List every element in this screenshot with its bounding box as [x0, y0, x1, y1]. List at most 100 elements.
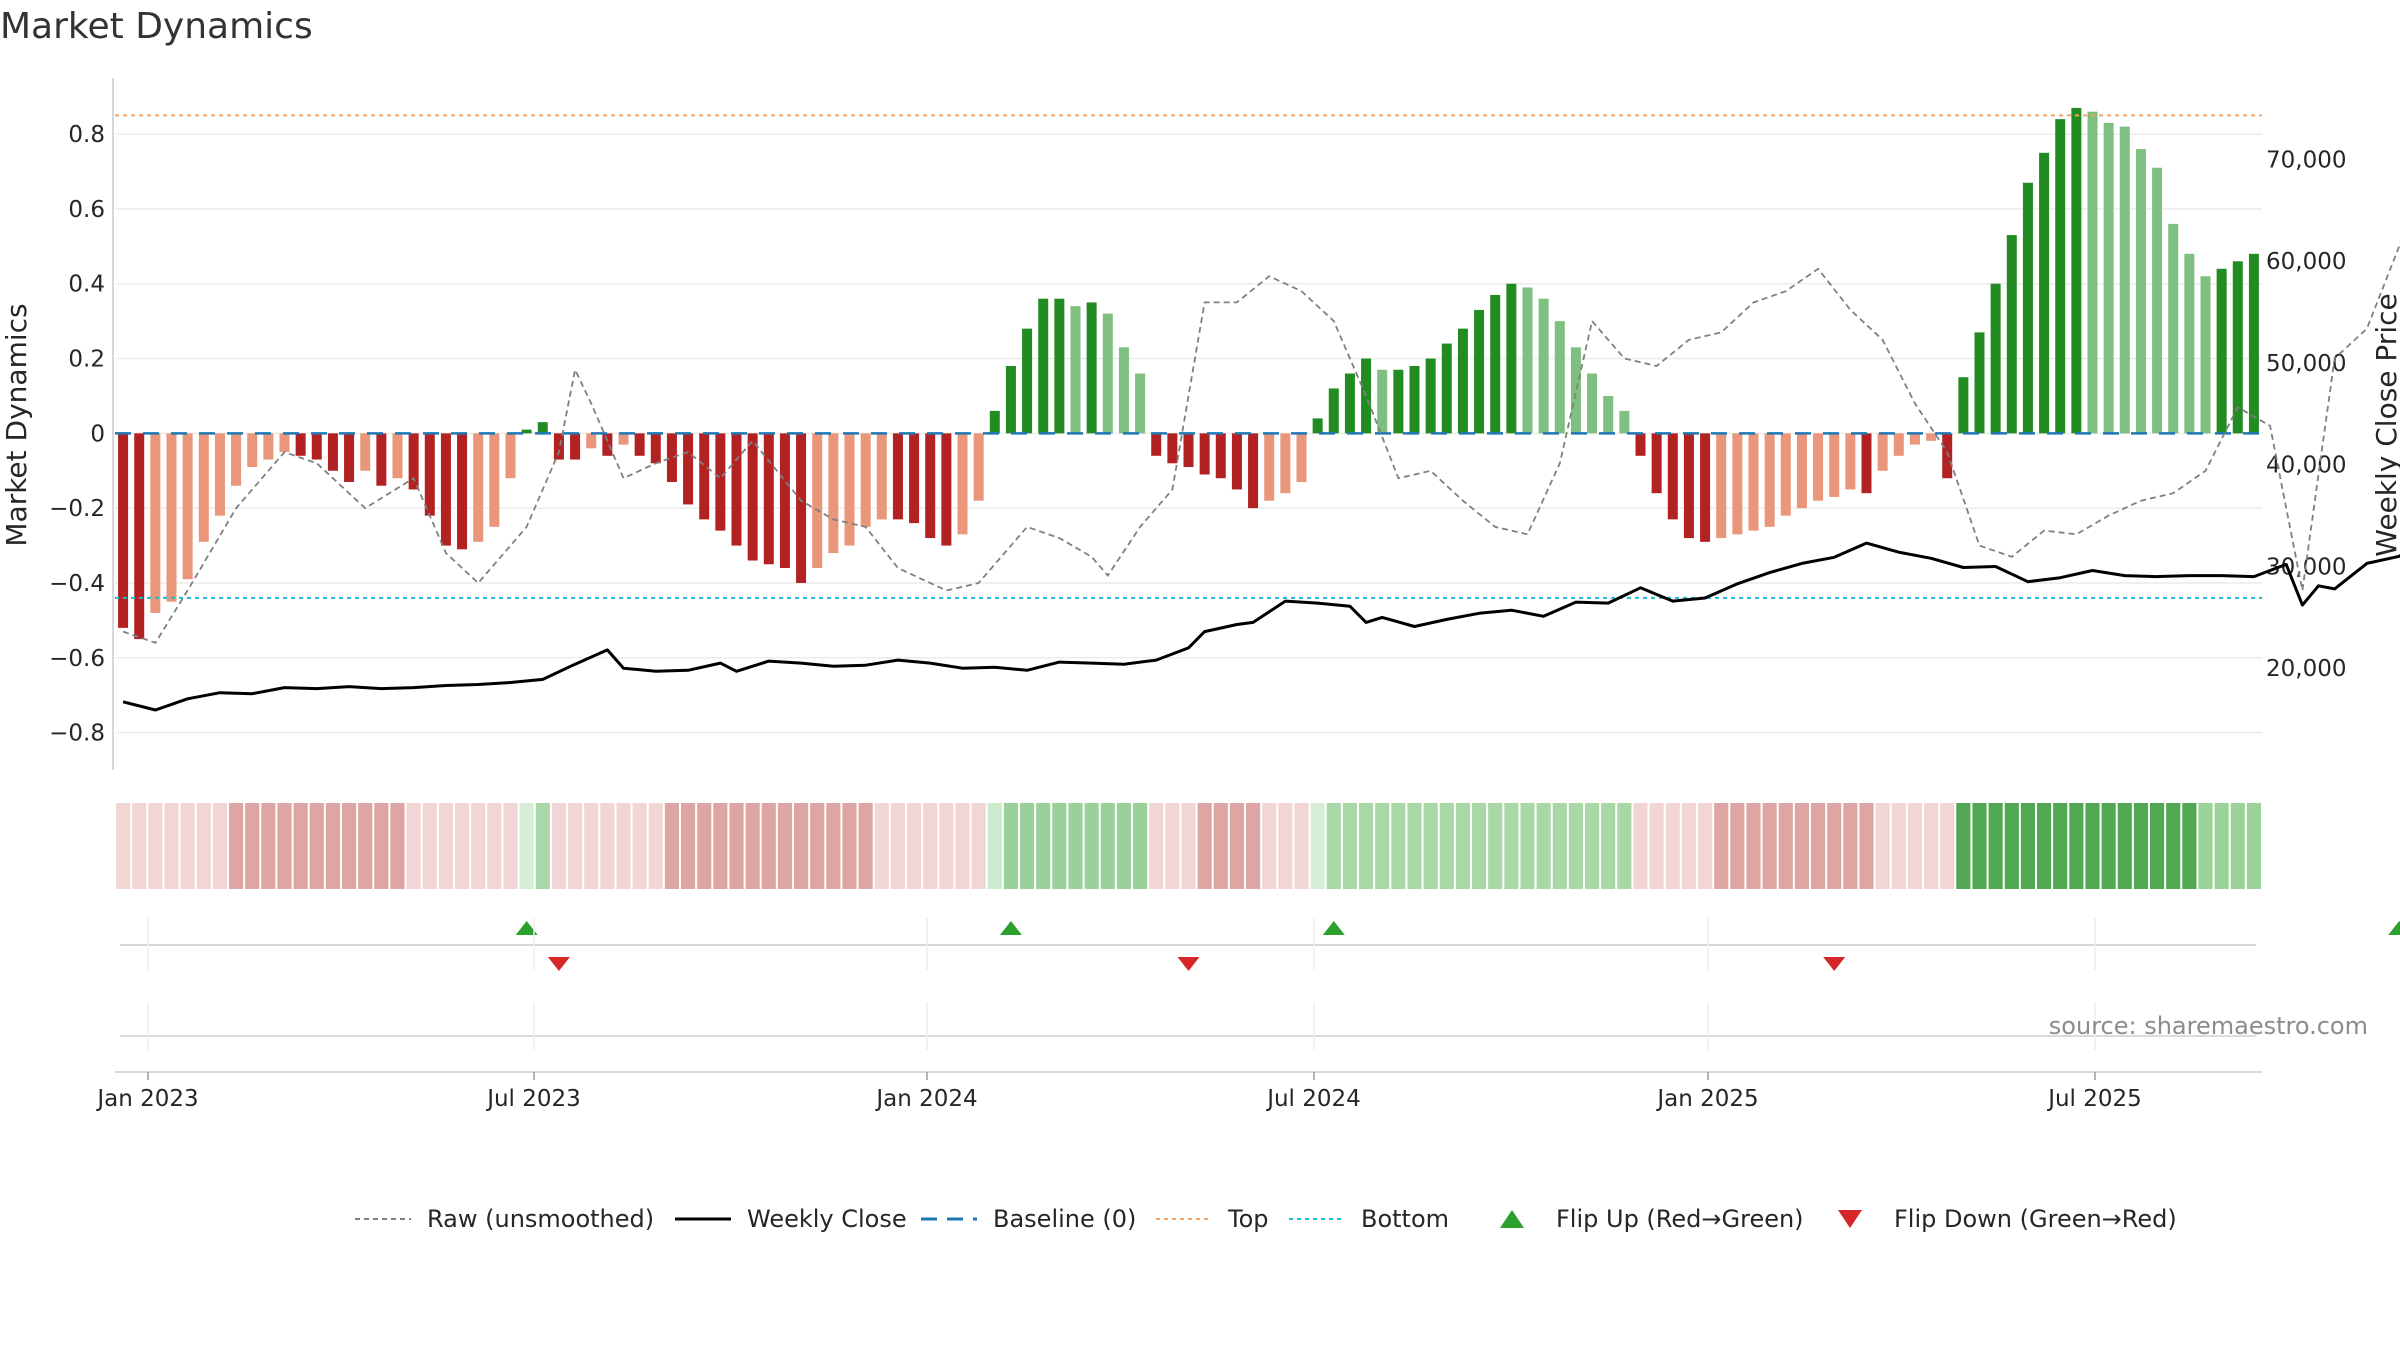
regime-band-cell: [1633, 803, 1648, 889]
regime-band-cell: [2069, 803, 2084, 889]
market-dynamics-bar: [1167, 433, 1178, 464]
market-dynamics-bar: [957, 433, 968, 535]
regime-band-cell: [1956, 803, 1971, 889]
regime-band-cell: [2085, 803, 2100, 889]
market-dynamics-bar: [925, 433, 936, 539]
market-dynamics-bar: [876, 433, 887, 520]
market-dynamics-bar: [1587, 373, 1598, 434]
market-dynamics-bar: [521, 429, 532, 434]
market-dynamics-bar: [1344, 373, 1355, 434]
legend-label: Flip Down (Green→Red): [1894, 1205, 2177, 1233]
x-tick-label: Jan 2025: [1655, 1086, 1758, 1112]
y-tick-label: 0.6: [68, 197, 105, 223]
market-dynamics-bar: [1280, 433, 1291, 494]
market-dynamics-bar: [1893, 433, 1904, 456]
market-dynamics-bar: [1764, 433, 1775, 527]
legend-item-bottom: Bottom: [1289, 1205, 1449, 1233]
legend-label: Flip Up (Red→Green): [1556, 1205, 1804, 1233]
x-tick-label: Jan 2023: [95, 1086, 198, 1112]
regime-band-cell: [1455, 803, 1470, 889]
regime-band-cell: [1940, 803, 1955, 889]
y-tick-label: −0.4: [49, 571, 105, 597]
market-dynamics-bar: [1635, 433, 1646, 456]
regime-band-cell: [600, 803, 615, 889]
regime-band-cell: [890, 803, 905, 889]
market-dynamics-bar: [1457, 328, 1468, 434]
regime-band-cell: [487, 803, 502, 889]
market-dynamics-bar: [1651, 433, 1662, 494]
y-tick-label: 0.8: [68, 122, 105, 148]
market-dynamics-bar: [1506, 283, 1517, 434]
market-dynamics-bar: [1328, 388, 1339, 434]
regime-band-cell: [1843, 803, 1858, 889]
y2-tick-label: 70,000: [2266, 147, 2346, 173]
market-dynamics-bar: [2152, 167, 2163, 434]
market-dynamics-bar: [747, 433, 758, 561]
regime-band-cell: [2230, 803, 2245, 889]
regime-band-cell: [2133, 803, 2148, 889]
legend-label: Weekly Close: [747, 1205, 907, 1233]
regime-band-cell: [358, 803, 373, 889]
x-tick-label: Jul 2024: [1265, 1086, 1361, 1112]
market-dynamics-bar: [231, 433, 242, 486]
regime-band-cell: [1972, 803, 1987, 889]
regime-band-cell: [1342, 803, 1357, 889]
market-dynamics-bar: [989, 410, 1000, 434]
regime-band-cell: [939, 803, 954, 889]
market-dynamics-bar: [1538, 298, 1549, 434]
regime-band-cell: [2166, 803, 2181, 889]
y-tick-label: 0: [90, 421, 105, 447]
market-dynamics-bar: [2168, 223, 2179, 434]
market-dynamics-bar: [1845, 433, 1856, 490]
market-dynamics-bar: [683, 433, 694, 505]
regime-band-cell: [1472, 803, 1487, 889]
legend-flip-down-swatch: [1838, 1210, 1862, 1228]
market-dynamics-bar: [166, 433, 177, 602]
regime-band-cell: [1778, 803, 1793, 889]
market-dynamics-bar: [214, 433, 225, 516]
regime-band-cell: [1229, 803, 1244, 889]
regime-band-cell: [1649, 803, 1664, 889]
market-dynamics-bar: [1490, 294, 1501, 434]
y2-tick-label: 50,000: [2266, 351, 2346, 377]
market-dynamics-bar: [1425, 358, 1436, 434]
market-dynamics-bar: [537, 422, 548, 434]
market-dynamics-bar: [666, 433, 677, 482]
regime-band-cell: [1762, 803, 1777, 889]
x-axis: Jan 2023 Jul 2023 Jan 2024 Jul 2024 Jan 2025…: [95, 918, 2262, 1112]
legend: Raw (unsmoothed) Weekly Close Baseline (0)…: [355, 1205, 2177, 1233]
market-dynamics-bar: [311, 433, 322, 460]
market-dynamics-bar: [796, 433, 807, 583]
legend-flip-up-swatch: [1500, 1210, 1524, 1228]
regime-band-cell: [293, 803, 308, 889]
regime-band-cell: [309, 803, 324, 889]
regime-band-cell: [374, 803, 389, 889]
regime-band-cell: [1423, 803, 1438, 889]
market-dynamics-bar: [1700, 433, 1711, 542]
market-dynamics-bar: [1716, 433, 1727, 539]
y2-axis-label: Weekly Close Price: [2370, 293, 2400, 556]
regime-band-cell: [229, 803, 244, 889]
y-tick-label: −0.6: [49, 646, 105, 672]
market-dynamics-bar: [1135, 373, 1146, 434]
market-dynamics-bar: [812, 433, 823, 569]
regime-band-cell: [342, 803, 357, 889]
regime-band-cell: [277, 803, 292, 889]
market-dynamics-bar: [505, 433, 516, 479]
market-dynamics-bar: [1909, 433, 1920, 445]
legend-item-close: Weekly Close: [675, 1205, 907, 1233]
market-dynamics-bar: [134, 433, 145, 640]
legend-item-top: Top: [1156, 1205, 1269, 1233]
regime-band-cell: [406, 803, 421, 889]
regime-band-cell: [826, 803, 841, 889]
market-dynamics-bar: [1231, 433, 1242, 490]
regime-band-cell: [987, 803, 1002, 889]
x-tick-label: Jan 2024: [874, 1086, 977, 1112]
regime-band-cell: [1246, 803, 1261, 889]
market-dynamics-bar: [844, 433, 855, 546]
market-dynamics-bar: [892, 433, 903, 520]
legend-item-baseline: Baseline (0): [921, 1205, 1136, 1233]
regime-band-cell: [648, 803, 663, 889]
market-dynamics-bar: [1070, 306, 1081, 434]
regime-band-cell: [245, 803, 260, 889]
